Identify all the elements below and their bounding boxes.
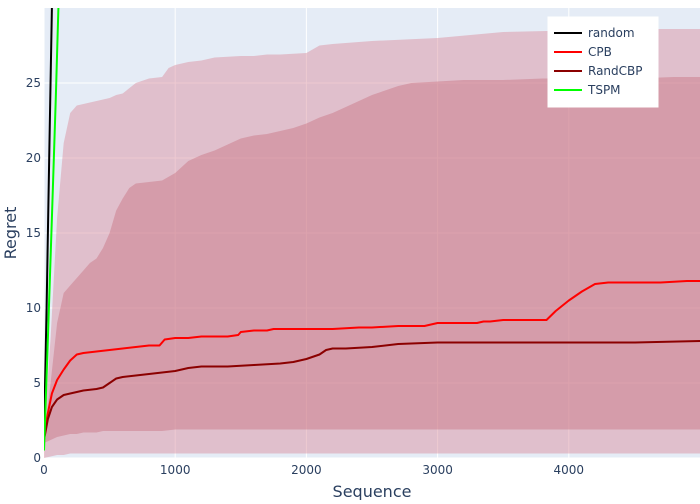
x-axis-title: Sequence <box>333 482 412 500</box>
series-line-cpb <box>44 280 700 436</box>
x-tick-label: 4000 <box>554 463 585 477</box>
y-axis-title: Regret <box>1 207 20 260</box>
y-tick-label: 20 <box>26 151 41 165</box>
series-lines <box>44 8 700 451</box>
x-tick-label: 2000 <box>291 463 322 477</box>
x-tick-label: 1000 <box>160 463 191 477</box>
legend[interactable]: random CPB RandCBP TSPM <box>547 16 659 108</box>
legend-item-cpb[interactable]: CPB <box>554 45 612 59</box>
legend-label: TSPM <box>587 83 621 97</box>
x-axis-ticks: 0 1000 2000 3000 4000 <box>40 463 584 477</box>
confidence-band-0 <box>44 29 700 458</box>
series-line-tspm <box>44 8 60 451</box>
x-tick-label: 3000 <box>422 463 453 477</box>
y-tick-label: 0 <box>33 451 41 465</box>
y-axis-ticks: 0 5 10 15 20 25 <box>26 76 41 465</box>
legend-label: RandCBP <box>588 64 643 78</box>
series-line-random <box>44 8 53 436</box>
x-tick-label: 0 <box>40 463 48 477</box>
legend-label: CPB <box>588 45 612 59</box>
y-tick-label: 15 <box>26 226 41 240</box>
legend-label: random <box>588 26 635 40</box>
y-tick-label: 25 <box>26 76 41 90</box>
y-tick-label: 5 <box>33 376 41 390</box>
legend-item-randcbp[interactable]: RandCBP <box>554 64 643 78</box>
confidence-band-1 <box>44 77 700 443</box>
confidence-bands <box>44 29 700 458</box>
legend-item-tspm[interactable]: TSPM <box>554 83 621 97</box>
y-tick-label: 10 <box>26 301 41 315</box>
legend-item-random[interactable]: random <box>554 26 635 40</box>
series-line-randcbp <box>44 340 700 441</box>
